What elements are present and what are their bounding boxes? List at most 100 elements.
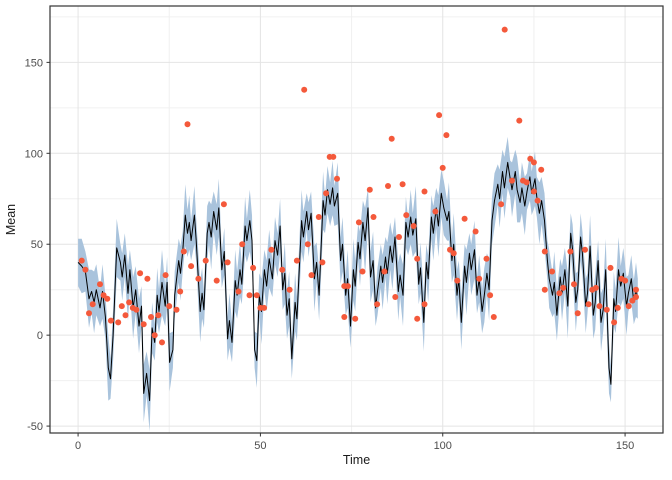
data-point [421,301,428,308]
x-tick-label: 0 [75,440,81,452]
data-point [567,248,574,255]
data-point [611,319,618,326]
data-point [235,288,242,295]
data-point [541,248,548,255]
data-point [622,277,629,284]
data-point [614,304,621,311]
data-point [603,306,610,313]
data-point [392,294,399,300]
data-point [246,292,253,299]
data-point [213,277,220,284]
data-point [239,241,246,248]
mean-line [77,161,639,402]
data-point [89,301,96,308]
data-point [344,283,351,290]
data-point [86,310,92,317]
data-point [596,303,603,310]
data-point [625,303,632,310]
data-point [279,266,286,273]
mean-line-path [77,161,639,402]
data-point [388,135,395,142]
data-point [421,188,428,195]
data-point [399,181,406,188]
data-point [487,292,494,299]
data-point [370,214,377,220]
data-point [195,275,202,282]
data-point [177,288,184,295]
data-point [268,246,275,253]
data-point [202,257,209,264]
data-point [436,112,443,119]
data-point [100,292,107,299]
data-point [133,306,140,313]
data-point [516,117,523,124]
data-point [498,201,505,208]
data-point [173,306,180,313]
y-tick-label: 0 [37,330,43,342]
data-point [118,303,125,310]
data-point [180,248,187,255]
data-point [476,275,483,282]
data-point [432,208,439,215]
data-point [592,284,599,291]
data-point [549,268,556,275]
data-point [530,159,537,166]
data-point [530,188,537,195]
x-axis-title: Time [343,453,370,467]
x-tick-label: 100 [434,440,452,452]
data-point [366,186,373,193]
data-point [633,286,639,293]
data-point [355,219,362,226]
data-point [137,270,144,277]
data-point [359,268,366,275]
data-point [140,321,147,328]
data-point [560,284,567,291]
data-point [151,332,158,339]
data-point [155,312,162,319]
data-point [410,223,417,229]
data-point [538,166,545,173]
data-point [107,317,114,324]
data-point [443,132,450,139]
data-point [184,121,191,128]
confidence-ribbon [78,136,638,432]
data-point [461,215,468,222]
ribbon-area [78,136,638,432]
data-point [166,303,173,310]
data-point [501,26,508,33]
data-point [330,153,337,160]
data-point [224,259,231,266]
data-point [454,277,461,284]
data-point [308,272,315,279]
data-point [483,255,490,262]
data-point [447,246,453,253]
data-point [148,314,154,320]
data-point [414,315,421,322]
data-point [472,228,479,235]
data-point [541,286,548,293]
data-point [159,339,165,346]
data-point [220,201,227,208]
data-point [188,263,195,270]
axis-tick-labels: 0 50 100 150 -50 0 50 100 150 [25,57,635,452]
y-tick-label: -50 [27,421,43,433]
data-point [104,295,111,302]
data-point [385,183,391,189]
y-axis-title: Mean [4,204,18,235]
axis-ticks [46,61,626,437]
data-point [315,214,322,220]
data-point [396,234,402,240]
data-point [352,315,359,322]
data-points [78,26,639,346]
data-point [286,286,293,293]
data-point [534,197,541,204]
data-point [261,304,268,311]
data-point [414,255,421,262]
data-point [115,319,122,326]
data-point [162,272,169,279]
data-point [509,177,515,184]
data-point [403,212,410,219]
data-point [304,241,311,248]
